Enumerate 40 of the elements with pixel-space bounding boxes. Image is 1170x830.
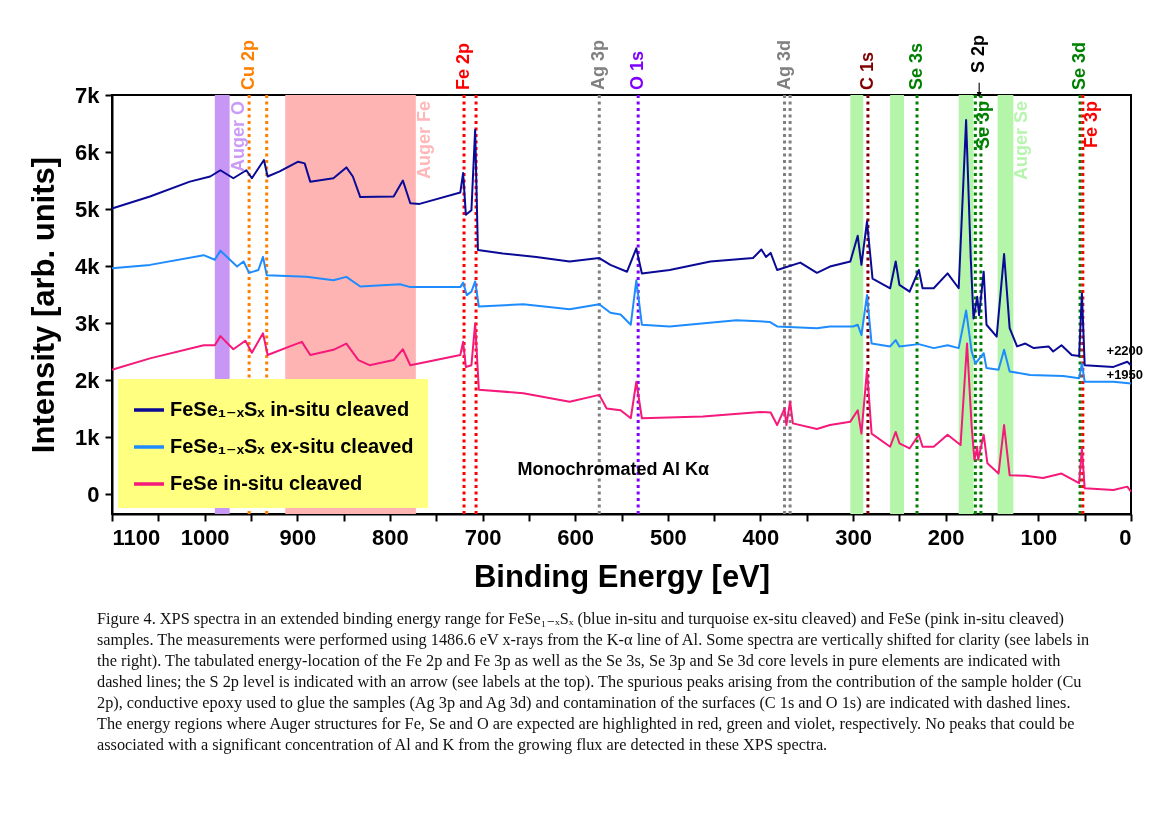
x-tick-label: 500: [649, 524, 687, 550]
y-tick-label: 6k: [75, 139, 101, 165]
ref-line-label: Se 3d: [1069, 41, 1090, 90]
x-tick-label: 900: [279, 524, 317, 550]
band-label: Auger O: [227, 101, 248, 173]
y-axis-title: Intensity [arb. units]: [26, 156, 62, 454]
x-tick-label: 1100: [112, 524, 161, 550]
y-tick-label: 7k: [75, 82, 101, 108]
ref-line-label: O 1s: [627, 50, 648, 90]
y-tick-label: 5k: [75, 196, 101, 222]
y-tick-label: 3k: [75, 310, 101, 336]
x-tick-label: 600: [557, 524, 595, 550]
y-tick-label: 0: [87, 481, 100, 507]
ref-line-label: Fe 3p: [1080, 101, 1101, 149]
text: S 2p: [968, 34, 989, 73]
legend-label: FeSe₁₋ₓSₓ ex-situ cleaved: [170, 435, 414, 457]
x-tick-label: 100: [1020, 524, 1058, 550]
y-tick-label: 1k: [75, 424, 101, 450]
legend-label: FeSe₁₋ₓSₓ in-situ cleaved: [170, 398, 410, 420]
caption: Figure 4. XPS spectra in an extended binding energy range for FeSe₁₋ₓSₓ (blue in-situ and turquoise ex-situ cleaved) and FeSe (pink in-situ cleaved) samples. The measurements were performed using 1486.6 eV x-rays from the K-α line of Al. Some spectra are vertically shifted for clarity (see labels in the right). The tabulated energy-location of the Fe 2p and Fe 3p as well as the Se 3s, Se 3p and Se 3d core levels in pure elements are indicated with dashed lines; the S 2p level is indicated with an arrow (see labels at the top). The spurious peaks arising from the contribution of the sample holder (Cu 2p), conductive epoxy used to glue the samples (Ag 3p and Ag 3d) and contamination of the surfaces (C 1s and O 1s) are indicated with dashed lines. The energy regions where Auger structures for Fe, Se and O are expected are highlighted in red, green and violet, respectively. No peaks that could be associated with a significant concentration of Al and K from the growing flux are detected in these XPS spectra.: [97, 608, 1091, 755]
band-label: Auger Fe: [413, 101, 434, 180]
ref-line-label: C 1s: [856, 51, 877, 90]
x-tick-label: 0: [1119, 524, 1132, 550]
ref-line-label: Se 3s: [906, 42, 927, 90]
y-tick-label: 4k: [75, 253, 101, 279]
x-tick-label: 800: [372, 524, 409, 550]
x-tick-label: 1000: [180, 524, 230, 550]
y-tick-label: 2k: [75, 367, 101, 393]
annotation: Monochromated Al Kα: [517, 459, 709, 480]
x-axis-title: Binding Energy [eV]: [473, 558, 771, 594]
x-tick-label: 300: [835, 524, 872, 550]
ref-line-label: Cu 2p: [238, 39, 259, 90]
band-label: Auger Se: [1011, 101, 1032, 181]
ref-line-label: Ag 3p: [588, 39, 609, 90]
ref-line-label: Fe 2p: [453, 42, 474, 90]
ref-line-label: Ag 3d: [773, 39, 794, 90]
x-tick-label: 700: [464, 524, 502, 550]
x-tick-label: 400: [742, 524, 780, 550]
x-tick-label: 200: [927, 524, 965, 550]
legend-label: FeSe in-situ cleaved: [170, 472, 363, 494]
